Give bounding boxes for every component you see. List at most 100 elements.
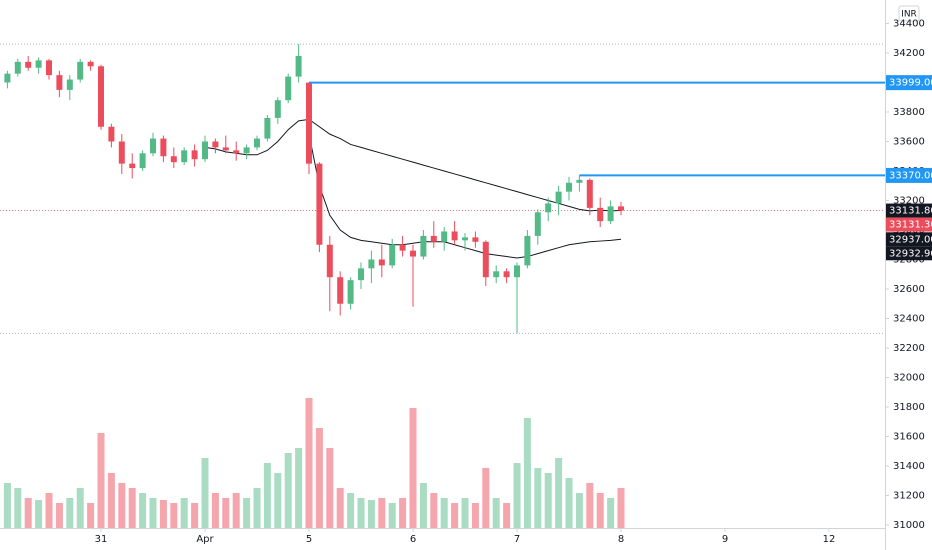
candle-body <box>607 206 614 222</box>
candle-body <box>441 231 448 242</box>
candle-body <box>368 259 375 269</box>
candle-body <box>576 179 583 183</box>
volume-bar <box>409 408 417 528</box>
candle-body <box>274 100 281 118</box>
volume-bar <box>326 448 334 528</box>
x-tick-label: Apr <box>196 534 214 545</box>
candle-body <box>451 231 458 241</box>
candle-body <box>212 141 219 148</box>
candle-body <box>462 237 468 241</box>
price-tag <box>886 246 932 261</box>
volume-bar <box>523 418 531 528</box>
volume-bar <box>617 488 625 528</box>
x-tick-label: 9 <box>722 534 728 545</box>
volume-bar <box>55 503 63 528</box>
price-label: 33131.80 <box>889 206 932 217</box>
candle-body <box>566 182 572 192</box>
moving-average <box>204 118 622 212</box>
volume-bar <box>430 493 438 528</box>
volume-bar <box>211 493 219 528</box>
candle-body <box>87 61 94 67</box>
volume-bar <box>440 498 448 528</box>
volume-bar <box>357 498 365 528</box>
volume-bar <box>482 468 490 528</box>
volume-bar <box>274 473 282 528</box>
candle-body <box>129 163 136 169</box>
candle-body <box>597 207 604 222</box>
price-tag <box>886 232 932 247</box>
candle-body <box>254 138 260 148</box>
x-tick-label: 31 <box>95 534 108 545</box>
candle-body <box>618 206 624 211</box>
candle-body <box>306 82 312 164</box>
volume-bar <box>596 493 604 528</box>
y-tick-label: 31800 <box>893 402 925 413</box>
candle-body <box>347 280 354 304</box>
candle-body <box>170 156 177 163</box>
volume-bar <box>471 503 479 528</box>
currency-box[interactable] <box>898 5 920 22</box>
candle-body <box>420 235 427 257</box>
volume-bar <box>315 428 323 528</box>
level-label: 33370.00 <box>889 170 932 181</box>
candle-body <box>472 237 479 242</box>
volume-bar <box>263 463 271 528</box>
level-tag <box>886 167 932 183</box>
candle-body <box>202 141 208 160</box>
volume-bar <box>607 498 615 528</box>
y-tick-label: 31000 <box>893 520 925 531</box>
candle-body <box>222 147 229 151</box>
candle-body <box>35 60 42 68</box>
candle-body <box>358 268 364 281</box>
y-tick-label: 31400 <box>893 461 925 472</box>
y-tick-label: 32400 <box>893 314 925 325</box>
volume-bar <box>586 483 594 528</box>
candle-body <box>430 235 437 242</box>
volume-bar <box>492 498 500 528</box>
candle-body <box>285 76 292 101</box>
y-tick-label: 33600 <box>893 137 925 148</box>
volume-bar <box>3 483 11 528</box>
price-tag <box>886 203 932 218</box>
price-label: 32932.90 <box>889 248 932 259</box>
volume-bar <box>107 473 115 528</box>
candle-body <box>108 126 115 142</box>
volume-bar <box>503 503 511 528</box>
volume-bar <box>305 398 313 528</box>
volume-bar <box>534 468 542 528</box>
candle-body <box>233 150 240 154</box>
x-tick-label: 7 <box>514 534 520 545</box>
volume-bar <box>378 498 386 528</box>
candle-body <box>4 73 11 83</box>
y-tick-label: 31600 <box>893 432 925 443</box>
candle-body <box>25 61 32 68</box>
volume-bar <box>336 488 344 528</box>
volume-bar <box>159 500 167 528</box>
volume-bar <box>45 493 53 528</box>
price-label: 32937.00 <box>889 234 932 245</box>
volume-bar <box>201 458 209 528</box>
volume-bar <box>284 453 292 528</box>
candle-body <box>243 147 250 154</box>
candle-body <box>545 203 552 213</box>
candle-body <box>191 150 198 160</box>
x-tick-label: 8 <box>618 534 624 545</box>
candle-body <box>399 244 406 251</box>
volume-bar <box>222 498 230 528</box>
volume-bar <box>399 498 407 528</box>
candle-body <box>77 61 84 80</box>
y-tick-label: 34400 <box>893 19 925 30</box>
y-tick-label: 32000 <box>893 373 925 384</box>
candle-body <box>14 61 21 74</box>
volume-bar <box>347 493 355 528</box>
candle-body <box>524 235 531 266</box>
candle-body <box>295 55 302 77</box>
volume-bar <box>555 458 563 528</box>
x-tick-label: 5 <box>306 534 312 545</box>
volume-bar <box>419 483 427 528</box>
volume-bar <box>388 503 396 528</box>
candle-body <box>482 241 489 278</box>
candle-body <box>493 271 500 278</box>
